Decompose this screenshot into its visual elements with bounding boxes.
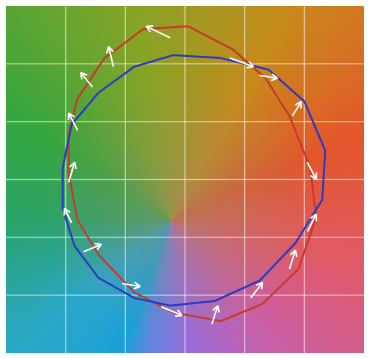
vector-arrow	[259, 73, 278, 82]
series-lines	[61, 25, 327, 323]
chart-plot-area	[6, 6, 364, 353]
vector-arrow	[67, 161, 77, 183]
grid-lines	[6, 6, 364, 353]
vector-arrow	[83, 242, 103, 253]
vector-arrow	[79, 71, 94, 88]
vector-arrow	[288, 249, 298, 270]
vector-arrow	[67, 112, 79, 131]
vector-arrow	[306, 161, 318, 181]
series-line-blue	[61, 54, 327, 307]
vector-arrow	[229, 57, 255, 69]
vector-arrows	[63, 25, 318, 325]
chart-overlay	[6, 6, 364, 353]
vector-arrow	[63, 207, 73, 224]
vector-arrow	[160, 305, 183, 317]
vector-arrow	[145, 25, 171, 39]
vector-arrow	[122, 281, 141, 290]
vector-arrow	[306, 213, 318, 232]
vector-arrow	[105, 45, 115, 67]
series-line-red	[67, 25, 318, 323]
vector-arrow	[291, 100, 303, 117]
vector-arrow	[249, 281, 264, 299]
vector-arrow	[211, 304, 220, 325]
